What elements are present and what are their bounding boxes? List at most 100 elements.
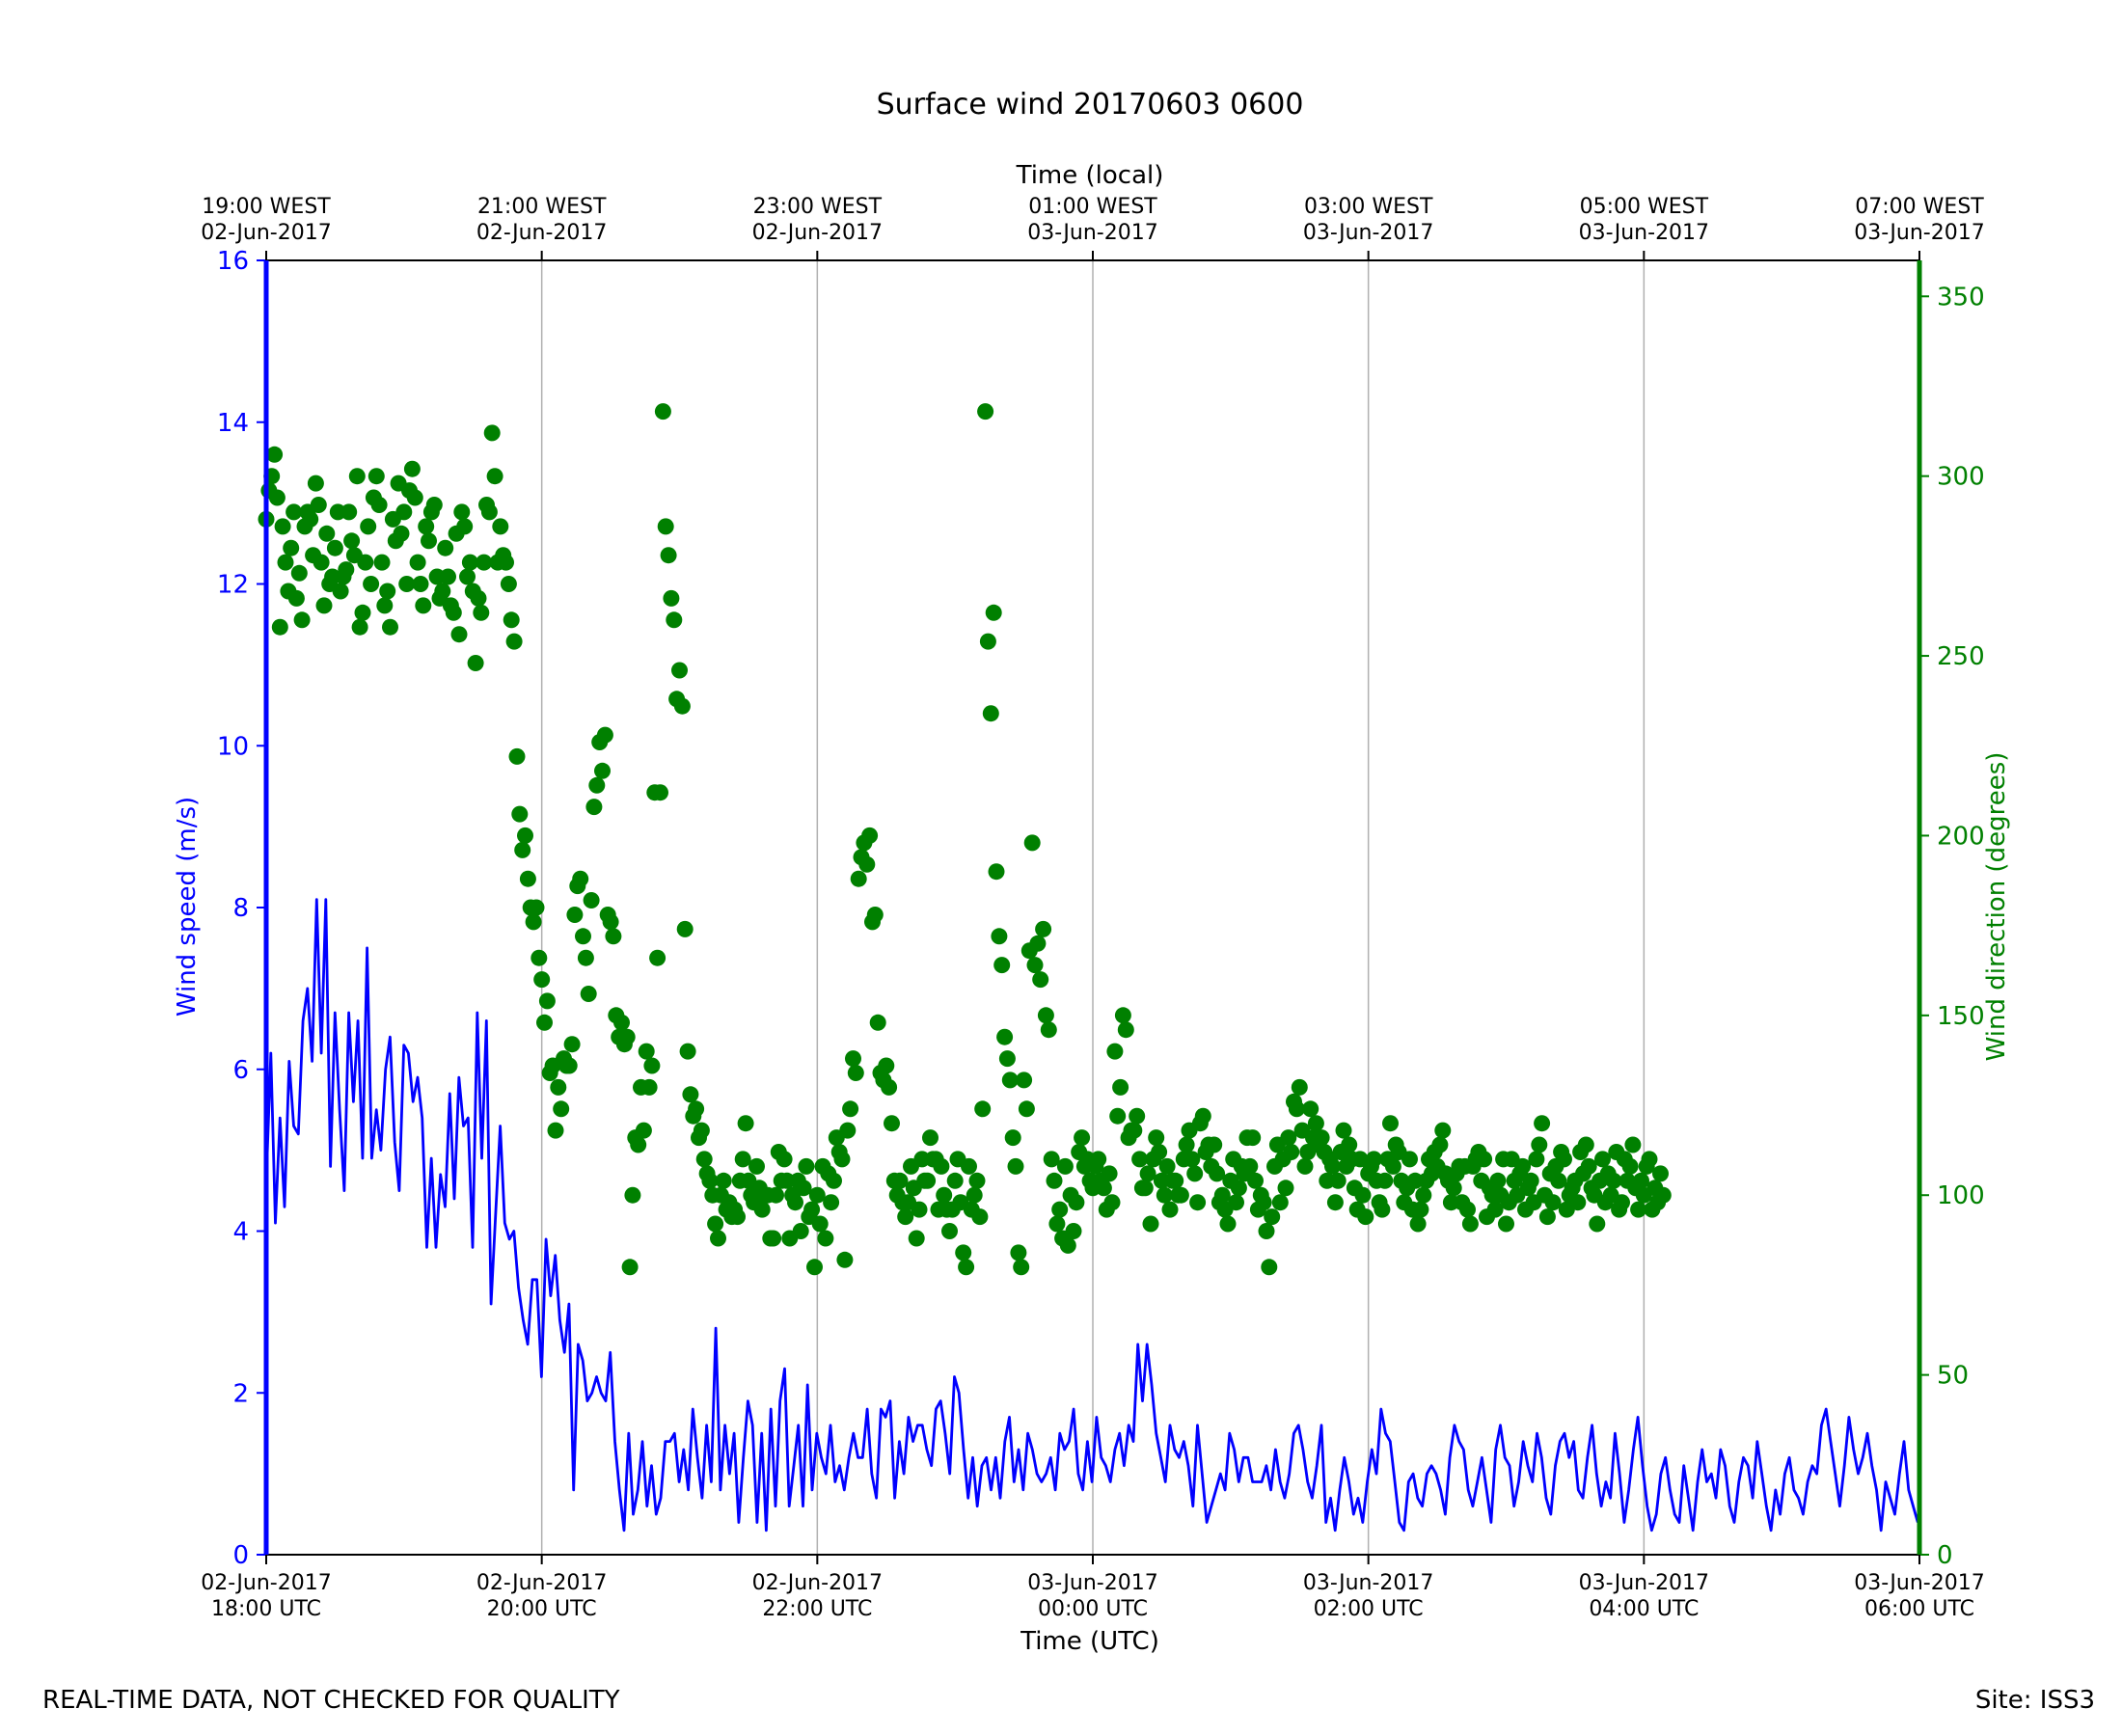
wind-direction-point [1037,1007,1054,1024]
left-axis-label: Wind speed (m/s) [173,797,202,1017]
wind-direction-point [847,1065,864,1081]
wind-direction-point [1247,1172,1264,1189]
wind-direction-point [1189,1194,1207,1211]
right-axis-label: Wind direction (degrees) [1982,752,2011,1062]
wind-direction-point [806,1259,823,1276]
wind-direction-point [1158,1157,1176,1175]
wind-direction-point [1288,1100,1305,1118]
top-tick-date: 02-Jun-2017 [752,221,883,245]
wind-direction-point [1040,1021,1057,1039]
wind-direction-point [287,589,305,607]
wind-direction-point [483,424,501,442]
wind-direction-point [1230,1180,1247,1197]
bottom-tick-date: 02-Jun-2017 [752,1571,883,1595]
bottom-tick-time: 00:00 UTC [1038,1597,1148,1621]
wind-direction-point [748,1157,765,1175]
wind-direction-point [425,497,443,513]
left-tick-label: 0 [232,1541,249,1570]
wind-direction-point [955,1244,972,1261]
wind-direction-point [803,1201,821,1218]
wind-direction-point [596,726,613,744]
wind-direction-point [398,576,416,592]
wind-direction-point [979,633,996,650]
wind-direction-point [363,576,380,592]
wind-direction-point [1384,1157,1401,1175]
wind-direction-point [575,928,591,945]
left-tick-label: 4 [232,1218,249,1247]
wind-direction-point [787,1194,803,1211]
wind-direction-point [498,554,514,571]
wind-direction-point [528,899,545,916]
wind-direction-point [310,497,327,513]
wind-direction-point [1302,1100,1319,1118]
wind-direction-point [421,532,437,550]
wind-direction-point [602,913,619,931]
wind-direction-point [1401,1151,1418,1168]
wind-direction-point [1016,1071,1033,1089]
wind-direction-point [1445,1180,1462,1197]
wind-speed-line [264,898,1919,1533]
wind-direction-point [373,554,391,571]
bottom-tick-time: 18:00 UTC [211,1597,321,1621]
wind-direction-point [511,805,529,823]
bottom-tick-date: 03-Jun-2017 [1854,1571,1984,1595]
wind-direction-point [1255,1194,1272,1211]
top-tick-date: 03-Jun-2017 [1579,221,1709,245]
wind-direction-point [577,949,594,966]
wind-direction-point [1412,1201,1429,1218]
wind-direction-point [971,1208,989,1226]
wind-direction-point [351,618,368,636]
wind-direction-point [845,1050,861,1068]
chart-title: Surface wind 20170603 0600 [877,88,1304,122]
wind-direction-point [268,489,286,506]
wind-direction-point [966,1186,983,1204]
wind-direction-point [707,1215,724,1233]
wind-direction-point [991,928,1008,945]
wind-direction-point [585,799,603,816]
quality-disclaimer: REAL-TIME DATA, NOT CHECKED FOR QUALITY [42,1686,620,1715]
wind-direction-point [817,1230,834,1247]
wind-direction-point [376,597,394,614]
wind-direction-point [1357,1208,1374,1226]
wind-direction-point [367,468,385,485]
wind-direction-point [1459,1201,1476,1218]
wind-direction-point [1131,1151,1149,1168]
wind-direction-point [961,1157,977,1175]
wind-direction-point [1633,1172,1649,1189]
wind-direction-point [1142,1215,1159,1233]
wind-direction-point [437,539,454,556]
wind-direction-point [418,518,435,535]
wind-direction-point [503,611,520,629]
wind-direction-point [450,626,468,643]
wind-direction-point [654,403,671,420]
wind-direction-point [1291,1078,1308,1096]
wind-direction-point [701,1172,719,1189]
wind-direction-point [1376,1172,1394,1189]
wind-direction-point [663,589,680,607]
wind-direction-point [1139,1165,1156,1182]
wind-direction-point [533,971,551,989]
wind-direction-point [679,1043,696,1060]
wind-direction-point [1117,1021,1134,1039]
wind-direction-point [393,525,410,542]
wind-direction-point [753,1201,771,1218]
right-tick-label: 50 [1937,1362,1969,1391]
wind-direction-point [671,662,688,679]
wind-direction-point [1283,1144,1300,1160]
wind-direction-point [1538,1208,1556,1226]
wind-direction-point [798,1157,815,1175]
wind-direction-point [1258,1223,1275,1239]
right-tick-label: 350 [1937,283,1985,312]
wind-direction-point [1106,1043,1124,1060]
wind-direction-point [461,554,478,571]
wind-direction-point [1409,1215,1427,1233]
wind-direction-point [313,554,330,571]
wind-direction-point [869,1014,886,1031]
bottom-tick-time: 20:00 UTC [487,1597,597,1621]
wind-direction-point [1126,1122,1143,1139]
wind-direction-point [1244,1129,1262,1147]
wind-direction-point [624,1186,641,1204]
wind-direction-point [594,762,611,779]
wind-direction-point [1186,1165,1204,1182]
left-tick-label: 16 [217,247,249,276]
